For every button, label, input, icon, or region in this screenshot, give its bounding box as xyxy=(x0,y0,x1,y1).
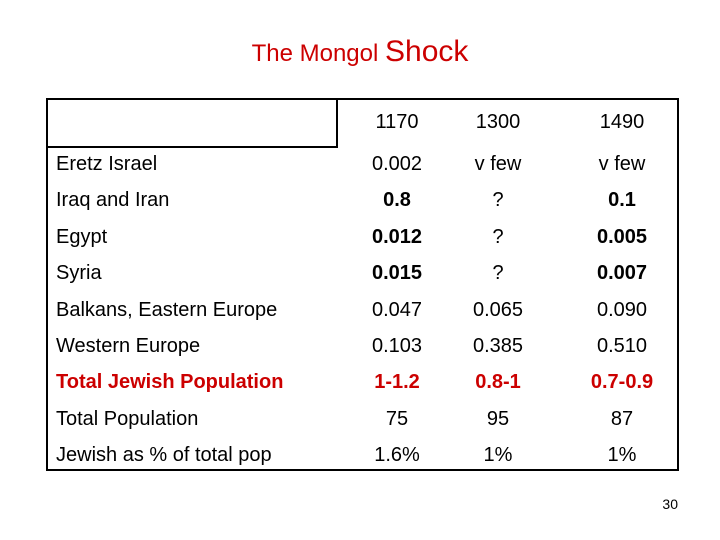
title-prefix: The Mongol xyxy=(251,40,379,67)
table-cell: v few xyxy=(474,153,522,175)
title-emphasis: Shock xyxy=(385,35,469,68)
table-cell: ? xyxy=(492,226,504,248)
table-cell: 0.005 xyxy=(596,226,648,248)
table-cell: 0.103 xyxy=(371,335,423,357)
slide-title: The Mongol Shock xyxy=(0,34,720,72)
table-cell: 0.002 xyxy=(371,153,423,175)
table-cell: 0.7-0.9 xyxy=(590,371,654,393)
row-label: Total Population xyxy=(56,408,199,430)
table-cell: 0.385 xyxy=(472,335,524,357)
table-cell: 1% xyxy=(483,444,513,466)
table-cell: 0.047 xyxy=(371,299,423,321)
table-cell: 87 xyxy=(610,408,634,430)
row-label: Syria xyxy=(56,262,102,284)
row-label: Jewish as % of total pop xyxy=(56,444,272,466)
table-cell: 0.015 xyxy=(371,262,423,284)
table-cell: ? xyxy=(492,262,504,284)
row-label: Balkans, Eastern Europe xyxy=(56,299,278,321)
table-cell: 0.510 xyxy=(596,335,648,357)
row-label: Total Jewish Population xyxy=(56,371,284,393)
table-cell: 0.065 xyxy=(472,299,524,321)
table-cell: v few xyxy=(598,153,646,175)
row-label: Western Europe xyxy=(56,335,201,357)
row-label: Egypt xyxy=(56,226,108,248)
table-cell: 95 xyxy=(486,408,510,430)
row-label: Iraq and Iran xyxy=(56,189,170,211)
year-header-2: 1490 xyxy=(599,111,645,133)
table-cell: 1% xyxy=(607,444,637,466)
table-cell: 0.1 xyxy=(608,189,636,211)
data-table xyxy=(46,98,679,471)
table-cell: 1-1.2 xyxy=(374,371,420,393)
table-cell: 0.007 xyxy=(596,262,648,284)
table-cell: 0.090 xyxy=(596,299,648,321)
table-cell: 1.6% xyxy=(374,444,420,466)
table-cell: 0.8 xyxy=(383,189,411,211)
table-cell: 0.012 xyxy=(371,226,423,248)
table-cell: ? xyxy=(492,189,504,211)
page-number: 30 xyxy=(662,496,678,512)
table-cell: 75 xyxy=(385,408,409,430)
year-header-0: 1170 xyxy=(375,111,419,133)
table-corner-cell xyxy=(46,98,338,148)
year-header-1: 1300 xyxy=(475,111,521,133)
row-label: Eretz Israel xyxy=(56,153,158,175)
table-cell: 0.8-1 xyxy=(475,371,521,393)
